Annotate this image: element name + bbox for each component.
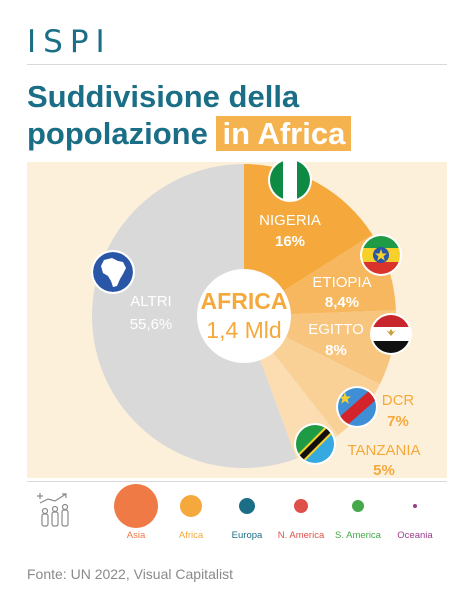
center-label: AFRICA (201, 288, 288, 314)
slice-name-dcr: DCR (382, 392, 415, 409)
pie-slice-altri (92, 164, 297, 468)
ethiopia-flag (360, 234, 402, 276)
legend-divider (27, 481, 447, 482)
title-line-2: popolazione (27, 116, 208, 151)
page-title: Suddivisione della popolazione in Africa (27, 78, 457, 152)
slice-name-egitto: EGITTO (308, 321, 364, 338)
dcr-flag (336, 386, 378, 428)
tanzania-flag (294, 423, 336, 465)
slice-name-altri: ALTRI (130, 293, 171, 310)
egypt-flag (370, 313, 412, 355)
nigeria-flag (268, 158, 312, 202)
africa-map-icon (91, 250, 135, 294)
title-highlight: in Africa (216, 116, 352, 151)
slice-name-etiopia: ETIOPIA (312, 274, 371, 291)
center-value: 1,4 Mld (206, 317, 281, 343)
slice-name-nigeria: NIGERIA (259, 212, 321, 229)
slice-value-dcr: 7% (387, 413, 409, 430)
source-note: Fonte: UN 2022, Visual Capitalist (27, 566, 233, 582)
title-line-1: Suddivisione della (27, 79, 300, 114)
header-divider (27, 64, 447, 65)
slice-value-altri: 55,6% (130, 316, 173, 333)
slice-value-egitto: 8% (325, 342, 347, 359)
ispi-logo: ISPI (27, 24, 112, 60)
slice-value-tanzania: 5% (373, 462, 395, 479)
slice-value-etiopia: 8,4% (325, 294, 359, 311)
center-hole (197, 269, 291, 363)
slice-value-nigeria: 16% (275, 233, 305, 250)
slice-name-tanzania: TANZANIA (347, 442, 420, 459)
pie-slice-nigeria (244, 164, 373, 316)
